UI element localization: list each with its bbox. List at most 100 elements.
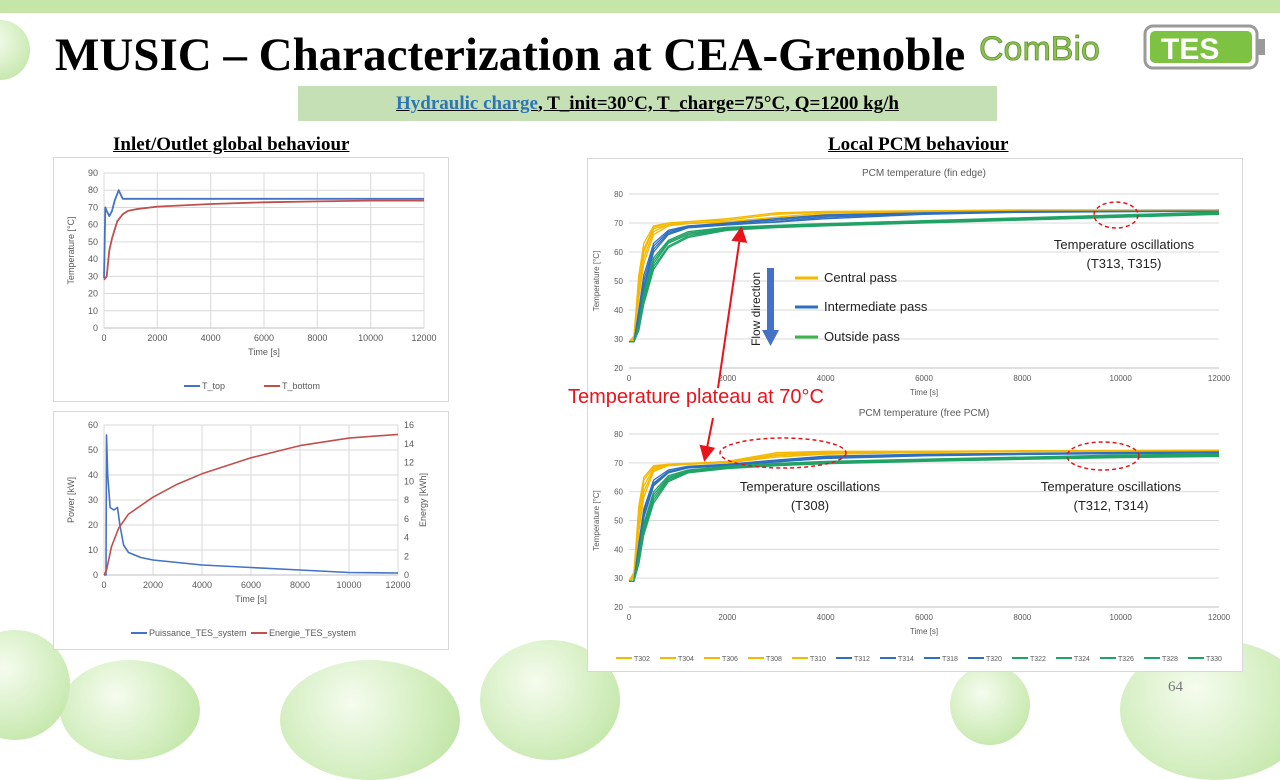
oscillation-top-ids: (T313, T315) [1086, 256, 1162, 271]
series-line-t320 [629, 452, 1220, 582]
chart-svg: 0 10 20 30 40 50 60 70 80 90 0 2000 4000 6000 8000 1000… [66, 168, 437, 391]
x-tick-label: 6000 [241, 580, 261, 590]
slide-title: MUSIC – Characterization at CEA-Grenoble [55, 29, 966, 81]
chart-title: PCM temperature (free PCM) [859, 408, 990, 419]
power-energy-chart: 0 10 20 30 40 50 60 0 2 4 6 8 10 12 14 16 0 2000 4000 6000 8… [53, 411, 449, 650]
intermediate-pass-label: Intermediate pass [824, 299, 928, 314]
y-tick-label: 0 [93, 323, 98, 333]
pcm-fin-edge-chart: PCM temperature (fin edge) 20 30 40 50 60 70 80… [592, 168, 1231, 397]
pcm-temperature-charts: PCM temperature (fin edge) 20 30 40 50 60 70 80… [587, 158, 1243, 672]
outside-pass-label: Outside pass [824, 329, 900, 344]
top-accent-bar [0, 0, 1280, 13]
chart-title: PCM temperature (fin edge) [862, 168, 986, 179]
x-tick-label: 0 [101, 333, 106, 343]
combiotes-logo: ComBio TES [979, 24, 1265, 70]
series-line-energie_tes_system [103, 433, 399, 576]
page-number: 64 [1168, 679, 1183, 695]
y-tick-label: 70 [88, 202, 98, 212]
series-line-t322 [629, 453, 1220, 582]
y-right-tick-label: 6 [404, 514, 409, 524]
oscillation-bottom-left-ids: (T308) [790, 498, 830, 513]
y-tick-label: 40 [88, 470, 98, 480]
y-axis-title: Temperature [°C] [66, 216, 76, 284]
y-right-tick-label: 10 [404, 476, 414, 486]
y-tick-label: 80 [614, 190, 623, 199]
legend-label: T318 [942, 656, 958, 663]
legend-label: Energie_TES_system [269, 628, 356, 638]
x-axis-title: Time [s] [235, 594, 267, 604]
legend-label: Puissance_TES_system [149, 628, 247, 638]
x-tick-label: 0 [627, 613, 632, 622]
series-line-t324 [629, 454, 1220, 582]
x-tick-label: 8000 [1013, 613, 1031, 622]
y-right-axis-title: Energy [kWh] [418, 473, 428, 527]
svg-text:ComBio: ComBio [979, 30, 1100, 68]
series-line-t328 [629, 455, 1220, 582]
x-tick-label: 4000 [201, 333, 221, 343]
y-tick-label: 60 [614, 488, 623, 497]
x-tick-label: 10000 [336, 580, 361, 590]
x-tick-label: 8000 [1013, 374, 1031, 383]
y-right-tick-label: 4 [404, 533, 409, 543]
legend-label: T310 [810, 656, 826, 663]
y-axis-title: Temperature [°C] [592, 251, 601, 312]
legend-label: T326 [1118, 656, 1134, 663]
svg-text:TES: TES [1161, 33, 1219, 66]
flow-direction-label: Flow direction [749, 271, 763, 346]
x-tick-label: 4000 [817, 374, 835, 383]
test-conditions-text: , T_init=30°C, T_charge=75°C, Q=1200 kg/… [537, 92, 899, 114]
legend-label: T320 [986, 656, 1002, 663]
legend-label: T308 [766, 656, 782, 663]
y-tick-label: 50 [614, 517, 623, 526]
y-right-tick-label: 2 [404, 551, 409, 561]
x-tick-label: 8000 [307, 333, 327, 343]
legend-label: T_bottom [282, 381, 320, 391]
series-line-t330 [629, 213, 1220, 343]
x-axis-title: Time [s] [910, 388, 938, 397]
y-tick-label: 90 [88, 168, 98, 178]
x-tick-label: 2000 [718, 613, 736, 622]
y-tick-label: 20 [614, 603, 623, 612]
y-axis-title: Power [kW] [66, 477, 76, 523]
y-tick-label: 40 [614, 545, 623, 554]
y-tick-label: 30 [88, 271, 98, 281]
series-line-t_bottom [103, 199, 424, 281]
series-line-t318 [629, 452, 1220, 582]
y-tick-label: 20 [88, 520, 98, 530]
legend-label: T330 [1206, 656, 1222, 663]
y-tick-label: 50 [88, 445, 98, 455]
y-tick-label: 80 [614, 430, 623, 439]
y-tick-label: 50 [614, 277, 623, 286]
legend-label: T302 [634, 656, 650, 663]
y-tick-label: 20 [614, 364, 623, 373]
oscillation-bottom-right-ids: (T312, T314) [1073, 498, 1149, 513]
y-tick-label: 10 [88, 306, 98, 316]
y-tick-label: 60 [88, 420, 98, 430]
x-axis-title: Time [s] [910, 627, 938, 636]
y-right-tick-label: 12 [404, 458, 414, 468]
y-tick-label: 30 [614, 335, 623, 344]
x-tick-label: 4000 [817, 613, 835, 622]
legend-label: T324 [1074, 656, 1090, 663]
x-tick-label: 8000 [290, 580, 310, 590]
decor-bubble [280, 660, 460, 780]
y-tick-label: 30 [88, 495, 98, 505]
x-tick-label: 10000 [1110, 613, 1133, 622]
decor-bubble [0, 20, 30, 80]
x-tick-label: 0 [627, 374, 632, 383]
x-tick-label: 12000 [1208, 613, 1231, 622]
decor-bubble [950, 665, 1030, 745]
legend-label: T328 [1162, 656, 1178, 663]
y-tick-label: 80 [88, 185, 98, 195]
x-tick-label: 4000 [192, 580, 212, 590]
series-line-t_top [103, 189, 424, 279]
y-right-tick-label: 8 [404, 495, 409, 505]
central-pass-label: Central pass [824, 270, 897, 285]
y-tick-label: 40 [614, 306, 623, 315]
hydraulic-charge-link[interactable]: Hydraulic charge [396, 92, 538, 114]
series-line-t328 [629, 213, 1220, 343]
y-tick-label: 50 [88, 237, 98, 247]
series-line-t310 [628, 450, 1220, 582]
plateau-annotation: Temperature plateau at 70°C [568, 386, 824, 408]
series-line-t326 [629, 454, 1220, 582]
